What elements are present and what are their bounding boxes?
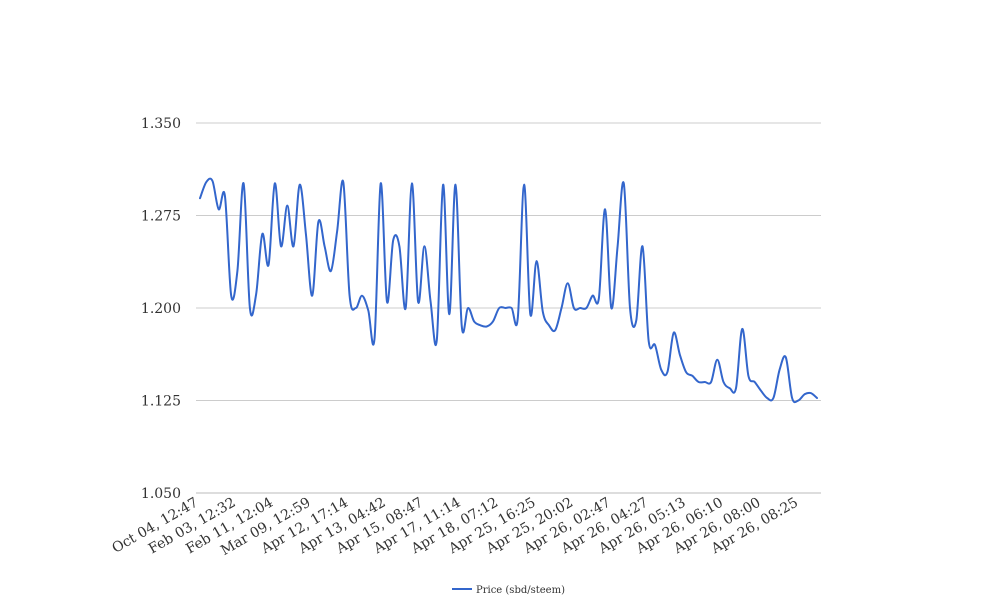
y-tick-label: 1.200 [141, 301, 181, 317]
y-axis: 1.050 1.125 1.200 1.275 1.350 [141, 116, 181, 502]
y-tick-label: 1.350 [141, 116, 181, 132]
y-tick-label: 1.275 [141, 209, 181, 225]
legend[interactable]: Price (sbd/steem) [452, 585, 565, 596]
legend-label-price: Price (sbd/steem) [476, 585, 565, 596]
series-layer [199, 177, 818, 404]
series-line-price [199, 177, 818, 404]
y-tick-label: 1.125 [141, 394, 181, 410]
y-tick-label: 1.050 [141, 486, 181, 502]
